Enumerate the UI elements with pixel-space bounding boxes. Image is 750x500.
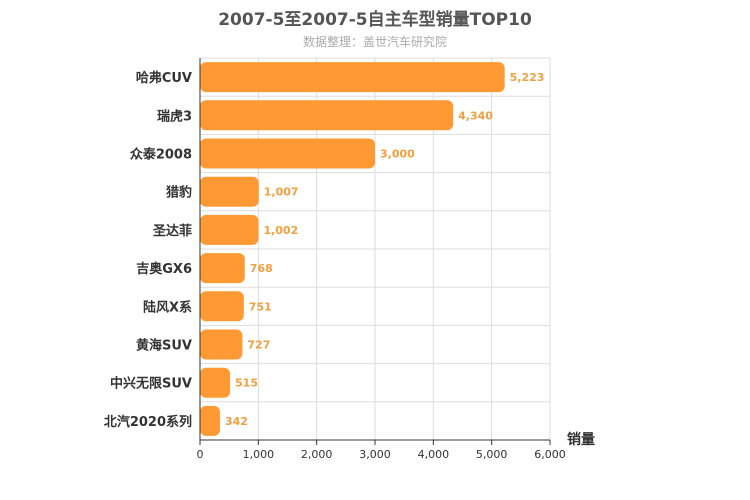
axes [199, 58, 551, 445]
chart-title: 2007-5至2007-5自主车型销量TOP10 [218, 10, 532, 30]
bar-6 [200, 253, 245, 284]
category-label: 中兴无限SUV [110, 376, 192, 392]
chart-subtitle: 数据整理：盖世汽车研究院 [302, 35, 447, 49]
data-label: 515 [235, 377, 258, 390]
x-axis-title: 销量 [567, 431, 595, 448]
bar-5 [200, 214, 259, 245]
category-label: 北汽2020系列 [104, 414, 192, 430]
bar-3 [200, 138, 375, 169]
category-label: 瑞虎3 [157, 108, 192, 124]
x-tick-label: 6,000 [534, 448, 566, 461]
data-label: 3,000 [380, 148, 415, 161]
data-label: 4,340 [458, 109, 493, 122]
x-tick-label: 3,000 [359, 448, 391, 461]
grid-lines [200, 57, 551, 441]
data-label: 1,007 [264, 186, 299, 199]
bar-1 [200, 62, 505, 93]
x-tick-label: 1,000 [243, 448, 275, 461]
category-label: 众泰2008 [130, 147, 192, 163]
bar-10 [200, 405, 220, 436]
x-tick-label: 5,000 [476, 448, 508, 461]
category-label: 陆风X系 [143, 299, 192, 315]
category-label: 黄海SUV [136, 338, 192, 354]
data-label: 727 [247, 339, 270, 352]
bar-7 [200, 291, 244, 322]
data-label: 5,223 [510, 71, 545, 84]
x-tick-label: 4,000 [418, 448, 450, 461]
category-label: 哈弗CUV [136, 70, 192, 86]
bars [200, 62, 505, 436]
data-label: 342 [225, 415, 248, 428]
data-label: 751 [249, 300, 272, 313]
category-label: 猎豹 [166, 185, 192, 201]
category-label: 圣达菲 [153, 223, 192, 239]
x-tick-label: 0 [197, 448, 204, 461]
data-label: 768 [250, 262, 273, 275]
data-label: 1,002 [263, 224, 298, 237]
bar-9 [200, 367, 231, 398]
category-label: 吉奥GX6 [136, 261, 192, 277]
bar-8 [200, 329, 243, 360]
labels: 5,223 哈弗CUV 4,340 瑞虎3 3,000 众泰2008 1,007 猎豹 1,00… [104, 70, 595, 461]
x-tick-label: 2,000 [301, 448, 333, 461]
bar-4 [200, 176, 259, 207]
bar-2 [200, 100, 454, 131]
